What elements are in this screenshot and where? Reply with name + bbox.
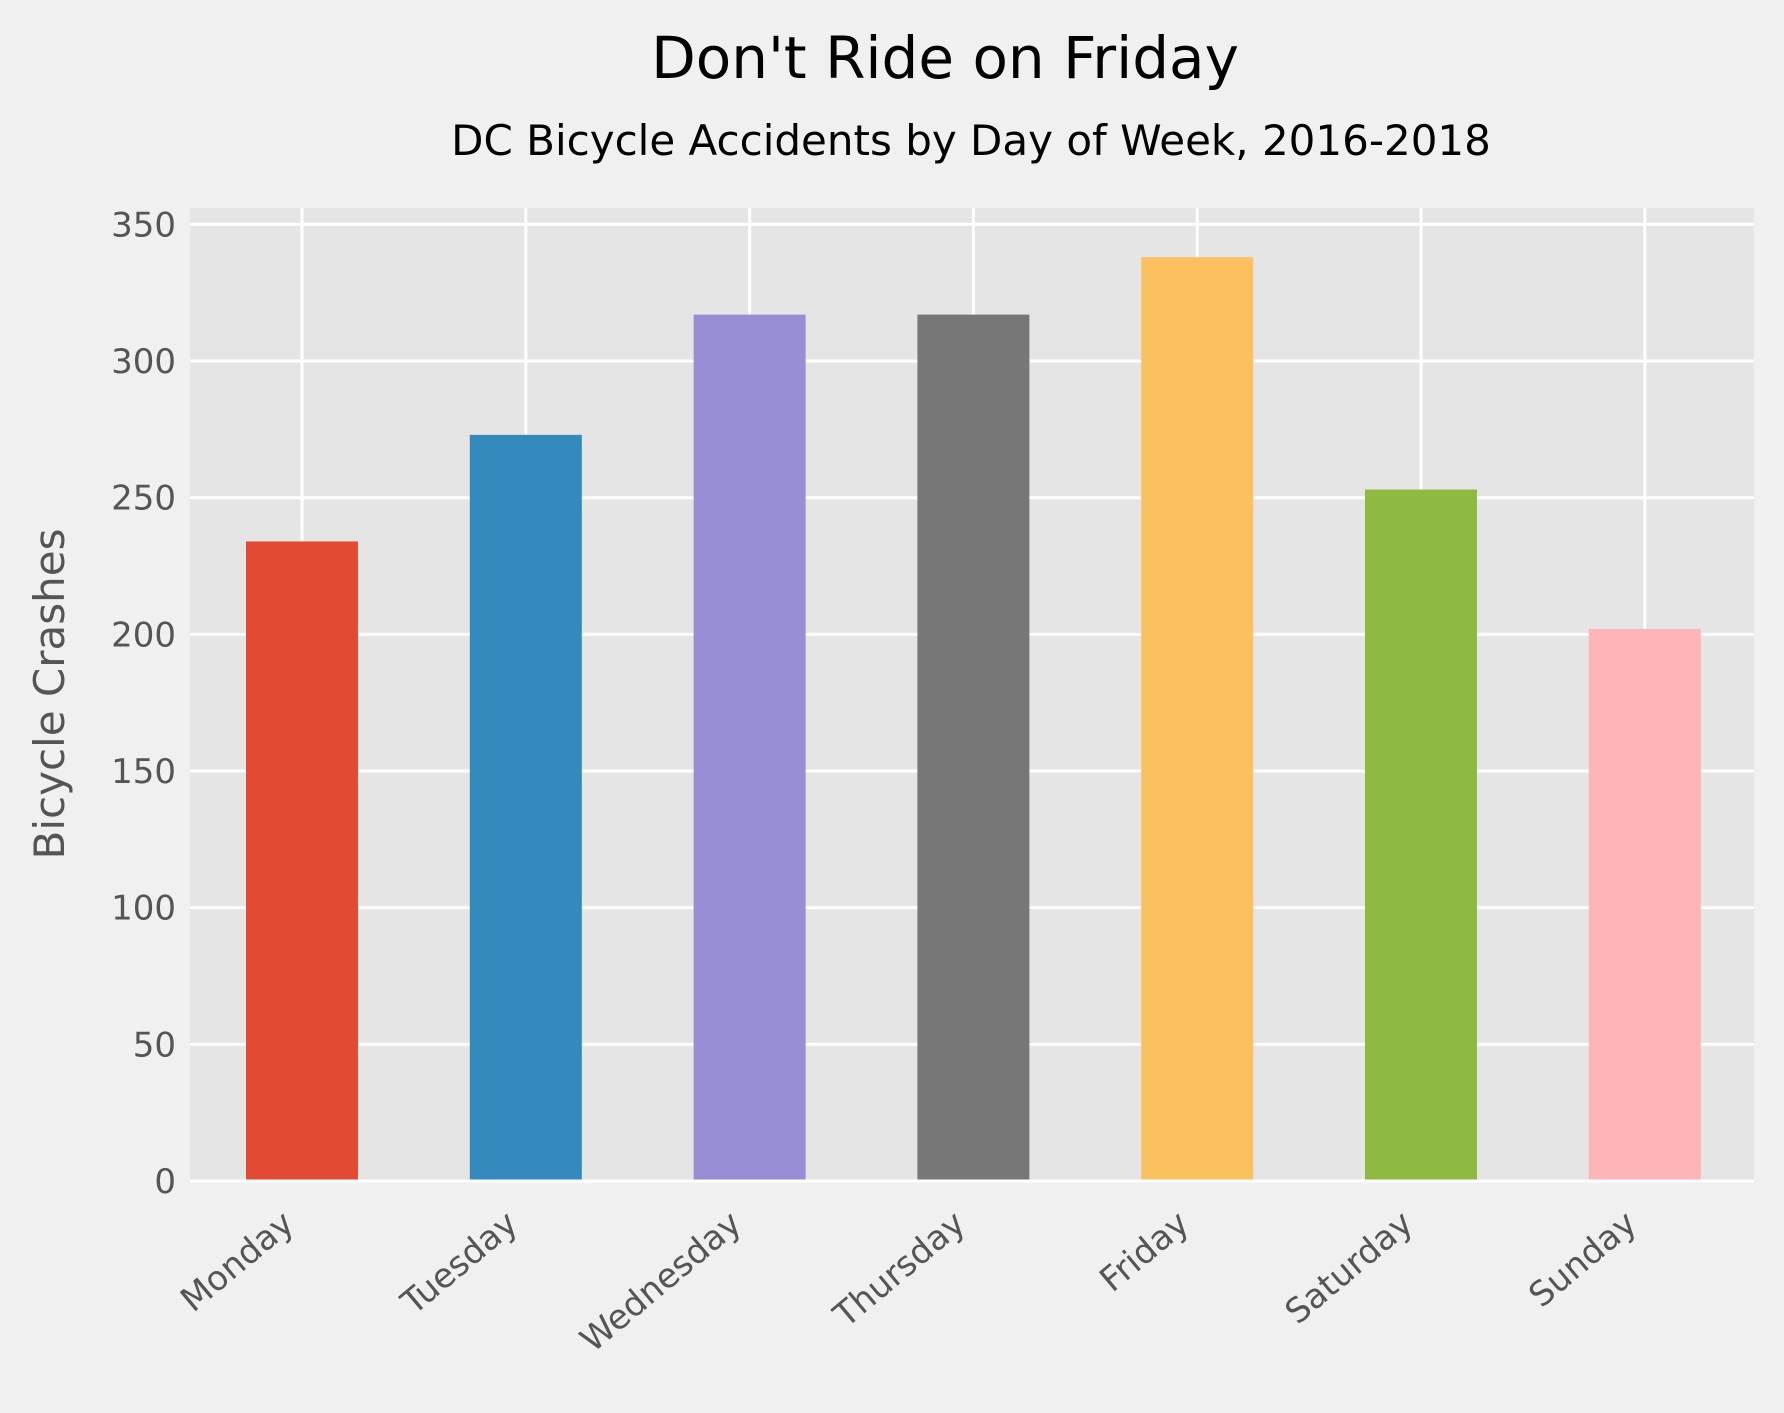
y-axis-label: Bicycle Crashes — [25, 529, 74, 860]
y-tick-label: 0 — [154, 1162, 176, 1202]
y-tick-label: 150 — [111, 752, 176, 792]
bars — [246, 257, 1701, 1182]
bar-saturday — [1365, 489, 1477, 1181]
plot-area — [190, 208, 1754, 1183]
y-tick-label: 50 — [133, 1025, 176, 1065]
bar-monday — [246, 541, 358, 1181]
y-tick-label: 250 — [111, 479, 176, 519]
y-tick-label: 300 — [111, 342, 176, 382]
chart-title: Don't Ride on Friday — [651, 24, 1239, 92]
y-tick-label: 200 — [111, 615, 176, 655]
y-tick-labels: 0 50 100 150 200 250 300 350 — [111, 205, 176, 1202]
y-tick-label: 100 — [111, 889, 176, 929]
bar-friday — [1141, 257, 1254, 1181]
bar-sunday — [1588, 628, 1701, 1181]
bar-thursday — [917, 314, 1030, 1182]
y-tick-label: 350 — [111, 205, 176, 245]
bar-tuesday — [469, 434, 582, 1181]
chart-subtitle: DC Bicycle Accidents by Day of Week, 201… — [451, 116, 1491, 165]
bar-wednesday — [693, 314, 806, 1182]
